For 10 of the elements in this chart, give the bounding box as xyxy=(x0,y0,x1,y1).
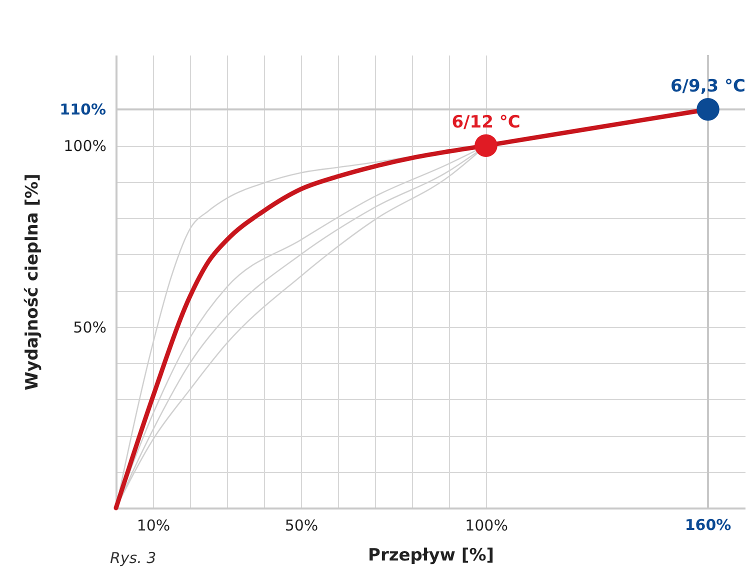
annotation: 6/9,3 °C xyxy=(670,76,746,96)
ref-line-label: 160% xyxy=(684,516,732,534)
x-tick-label: 10% xyxy=(136,516,170,534)
y-axis-title: Wydajność cieplna [%] xyxy=(22,174,43,390)
ref-line-label: 110% xyxy=(60,100,106,118)
x-tick-label: 50% xyxy=(284,516,318,534)
x-tick-label: 100% xyxy=(465,516,508,534)
annotation: 6/12 °C xyxy=(452,112,520,133)
x-axis-title: Przepływ [%] xyxy=(368,546,494,566)
text: Rys. 3 xyxy=(110,549,156,567)
